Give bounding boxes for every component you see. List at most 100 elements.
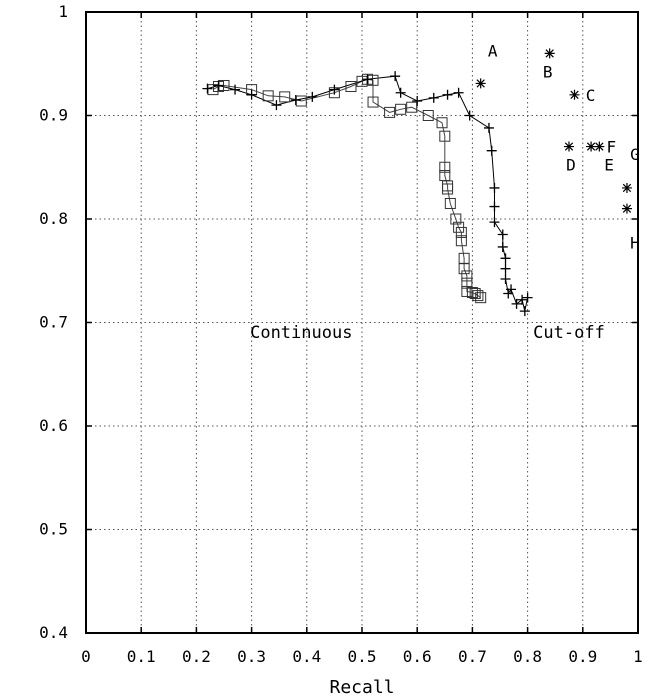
asterisk-point (586, 141, 597, 152)
x-tick-label: 0.3 (237, 647, 266, 666)
continuous-point (455, 235, 467, 247)
continuous-point (455, 226, 467, 238)
cutoff-point (213, 80, 224, 91)
cutoff-point (428, 92, 439, 103)
series-lines (207, 75, 529, 312)
cutoff-point (517, 294, 528, 305)
cutoff-point (489, 201, 500, 212)
cutoff-point (390, 71, 401, 82)
continuous-point (345, 81, 357, 93)
continuous-point (461, 277, 473, 289)
continuous-point (475, 292, 487, 304)
axis-ticks (85, 11, 639, 634)
continuous-point (439, 161, 451, 173)
cutoff-series-line (207, 75, 529, 312)
y-tick-label: 0.7 (39, 313, 68, 332)
point-label: C (586, 86, 596, 105)
y-tick-label: 1 (58, 2, 68, 21)
cutoff-point (522, 292, 533, 303)
asterisk-point (594, 141, 605, 152)
cutoff-point (307, 91, 318, 102)
cutoff-point (202, 83, 213, 94)
continuous-point (384, 106, 396, 118)
y-tick-label: 0.5 (39, 520, 68, 539)
point-label: H (630, 234, 640, 253)
markers: A B C D EF G H (202, 41, 640, 317)
x-tick-label: 0 (81, 647, 91, 666)
asterisk-point (621, 203, 632, 214)
cutoff-point (483, 122, 494, 133)
cutoff-point (395, 87, 406, 98)
asterisk-point (564, 141, 574, 152)
grid (86, 12, 638, 633)
cutoff-point (464, 110, 475, 121)
point-label: D (566, 156, 576, 175)
x-tick-label: 0.9 (568, 647, 597, 666)
continuous-point (444, 197, 456, 209)
cutoff-point (453, 87, 464, 98)
cutoff-point (506, 284, 517, 295)
x-tick-label: 0.1 (127, 647, 156, 666)
continuous-point (367, 96, 379, 108)
cutoff-point (290, 94, 301, 105)
asterisk-point (569, 89, 580, 100)
cutoff-point (489, 182, 500, 193)
y-tick-label: 0.9 (39, 106, 68, 125)
x-tick-label: 0.7 (458, 647, 487, 666)
x-tick-label: 0.2 (182, 647, 211, 666)
continuous-point (450, 213, 462, 225)
tick-labels: 0 0.1 0.2 0.3 0.4 0.5 0.6 0.7 0.8 0.9 1 0.4 0.5 0.6 0.… (39, 2, 643, 666)
cutoff-point (442, 89, 453, 100)
x-tick-label: 0.6 (403, 647, 432, 666)
annotation-continuous: Continuous (250, 323, 352, 343)
annotations: Continuous Cut-off (250, 323, 605, 343)
cutoff-point (362, 74, 373, 85)
annotation-cutoff: Cut-off (533, 323, 605, 343)
x-tick-label: 0.5 (348, 647, 377, 666)
cutoff-point (412, 96, 423, 107)
cutoff-point (519, 306, 530, 317)
point-label: A (488, 41, 498, 60)
cutoff-point (486, 145, 497, 156)
continuous-point (461, 285, 473, 297)
cutoff-point (246, 89, 257, 100)
continuous-series-line (212, 78, 482, 299)
cutoff-point (500, 253, 511, 264)
y-tick-label: 0.4 (39, 623, 68, 642)
asterisk-point (544, 48, 555, 59)
cutoff-point (497, 229, 508, 240)
x-axis-label: Recall (329, 677, 394, 698)
x-tick-label: 0.8 (513, 647, 542, 666)
y-tick-label: 0.8 (39, 209, 68, 228)
continuous-point (262, 90, 274, 102)
cutoff-point (271, 100, 282, 111)
x-tick-label: 0.4 (292, 647, 321, 666)
point-label: G (630, 145, 640, 164)
continuous-point (422, 110, 434, 121)
cutoff-point (500, 263, 511, 274)
continuous-point (406, 101, 418, 113)
asterisk-point (621, 182, 632, 193)
cutoff-point (497, 241, 508, 252)
continuous-point (461, 270, 473, 282)
continuous-point (458, 263, 470, 275)
y-tick-label: 0.6 (39, 416, 68, 435)
continuous-point (439, 130, 451, 142)
continuous-point (442, 183, 454, 195)
cutoff-point (511, 298, 522, 309)
point-label: B (543, 62, 553, 81)
continuous-point (395, 103, 407, 115)
continuous-point (472, 290, 484, 302)
point-label: E (604, 156, 614, 175)
asterisk-point (475, 78, 486, 89)
cutoff-point (329, 84, 340, 95)
continuous-point (469, 288, 481, 300)
continuous-point (436, 117, 448, 129)
continuous-point (279, 91, 291, 103)
point-label: F (607, 138, 617, 157)
x-tick-label: 1 (633, 647, 643, 666)
cutoff-point (489, 217, 500, 228)
cutoff-point (500, 274, 511, 285)
cutoff-point (230, 84, 241, 95)
